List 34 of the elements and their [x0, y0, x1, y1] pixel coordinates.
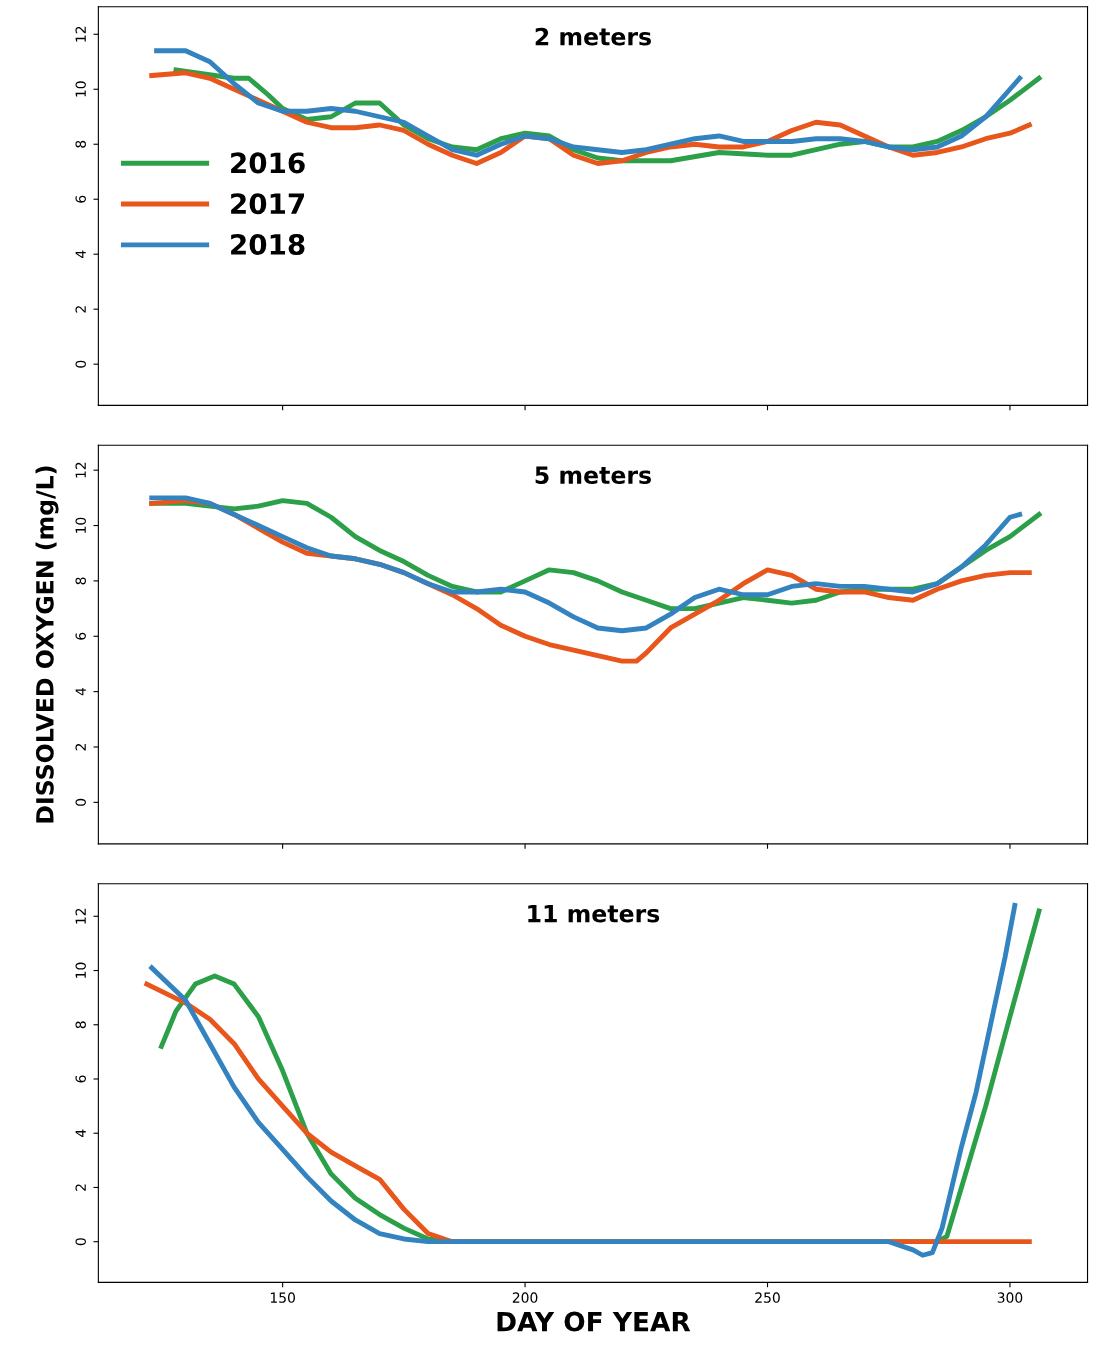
- y-tick-label: 6: [75, 632, 86, 640]
- text: 11 meters: [528, 904, 660, 923]
- x-tick-label: 150: [270, 1292, 295, 1303]
- y-tick-label: 12: [75, 26, 86, 42]
- line-series: [149, 495, 1023, 634]
- x-tick-label: 300: [997, 1292, 1023, 1303]
- y-tick-label: 10: [75, 962, 86, 978]
- y-tick-label: 12: [75, 908, 86, 924]
- x-tick-label: 250: [755, 1292, 780, 1303]
- y-tick-label: 10: [75, 517, 86, 533]
- y-tick-label: 0: [75, 360, 86, 368]
- y-tick-label: 4: [75, 250, 86, 258]
- y-tick-label: 0: [75, 1238, 86, 1246]
- y-tick-label: 8: [75, 1021, 86, 1029]
- y-tick-label: 8: [75, 577, 86, 585]
- y-axis-title: DISSOLVED OXYGEN (mg/L): [35, 466, 59, 823]
- y-tick-label: 4: [75, 687, 86, 696]
- x-tick-label: 200: [512, 1292, 538, 1303]
- text: 5 meters: [535, 466, 651, 485]
- y-tick-label: 2: [75, 743, 86, 751]
- x-axis-title: DAY OF YEAR: [497, 1311, 691, 1332]
- y-tick-label: 10: [75, 81, 86, 97]
- legend-label: 2018: [231, 233, 305, 255]
- legend-label: 2017: [231, 193, 305, 215]
- y-tick-label: 6: [75, 1075, 86, 1083]
- y-tick-label: 0: [75, 798, 86, 806]
- y-tick-label: 4: [75, 1129, 86, 1137]
- y-tick-label: 12: [75, 462, 86, 478]
- y-tick-label: 2: [75, 1184, 86, 1191]
- legend-label: 2016: [231, 152, 305, 174]
- text: 2 meters: [535, 27, 651, 46]
- y-tick-label: 6: [75, 195, 86, 203]
- y-tick-label: 2: [75, 306, 86, 313]
- y-tick-label: 8: [75, 140, 86, 148]
